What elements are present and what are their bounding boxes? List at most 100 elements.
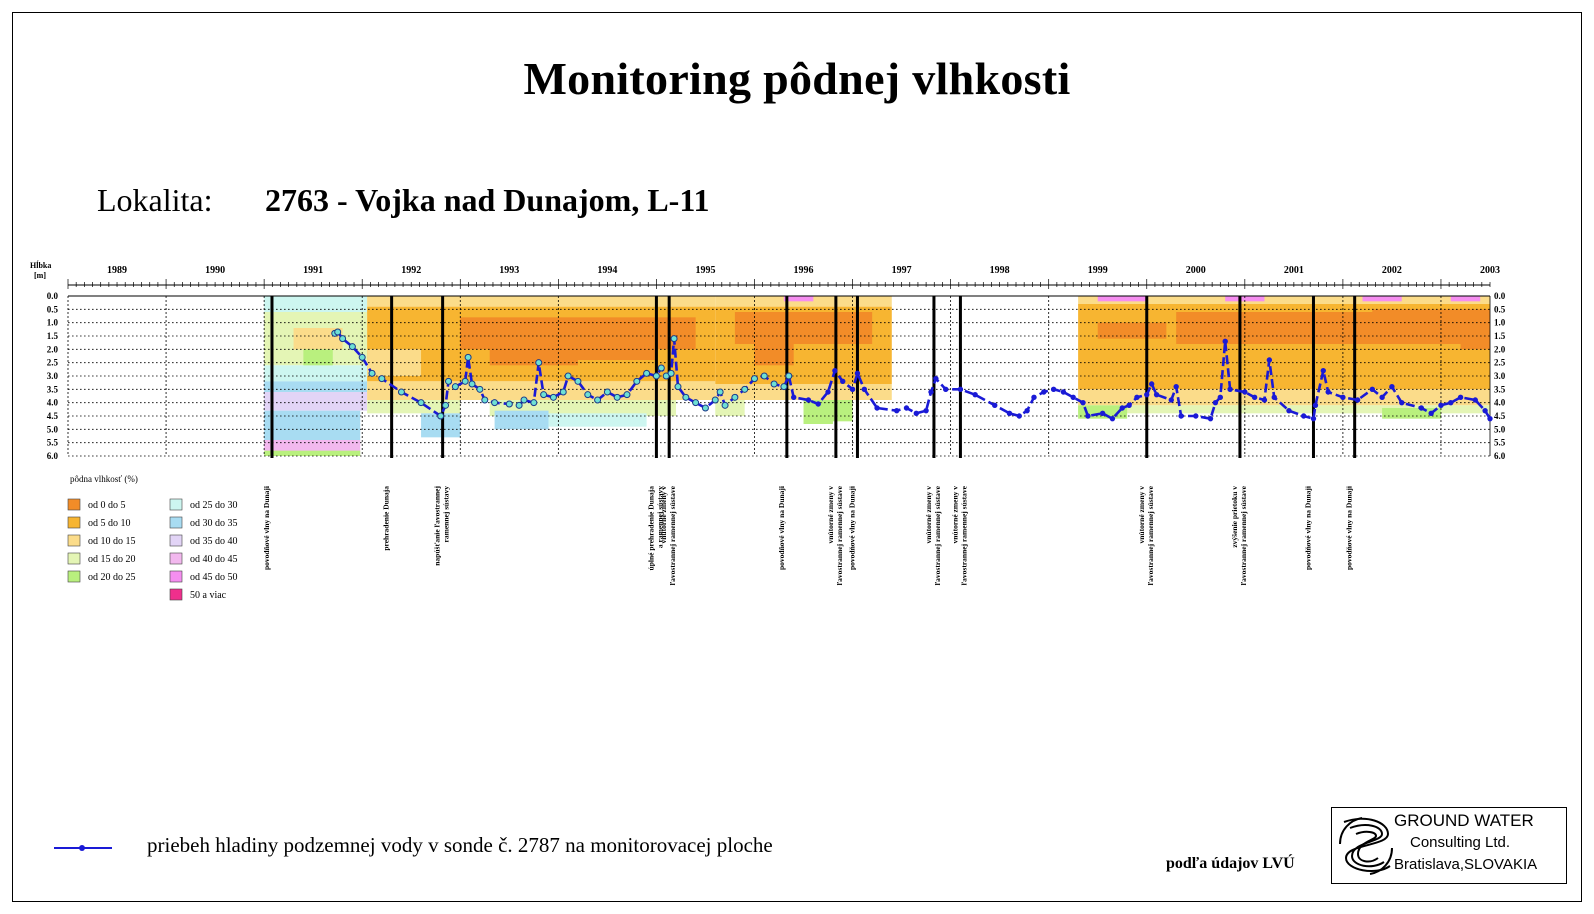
groundwater-point [957, 386, 964, 393]
legend-label: od 45 do 50 [190, 572, 238, 583]
legend-swatch [67, 570, 81, 583]
groundwater-point [750, 375, 758, 383]
groundwater-point [760, 372, 768, 380]
groundwater-point [657, 364, 665, 372]
groundwater-point [1266, 357, 1273, 363]
groundwater-point [933, 375, 939, 382]
groundwater-point [1261, 397, 1268, 403]
legend-swatch [169, 552, 183, 565]
moisture-band [264, 296, 368, 312]
moisture-band [803, 413, 833, 424]
depth-tick-label-left: 1.0 [47, 318, 59, 328]
moisture-band [1450, 296, 1481, 302]
groundwater-point [1399, 399, 1405, 406]
depth-tick-label-right: 4.0 [1494, 398, 1506, 408]
event-label: zvýšenie prietoku v [1230, 486, 1239, 548]
depth-gridlines [68, 295, 1490, 457]
depth-tick-label-right: 0.5 [1494, 304, 1506, 314]
moisture-band [264, 450, 361, 456]
event-label: a ramennej sústavy [655, 486, 664, 548]
event-label: napúšťanie ľavostrannej [433, 486, 442, 566]
moisture-legend: pôdna vlhkosť (%) od 0 do 5 od 5 do 10 od 1… [67, 474, 238, 601]
groundwater-point [1457, 394, 1464, 401]
depth-tick-label-left: 2.0 [47, 344, 59, 354]
event-label: prehradenie Dunaja [382, 486, 391, 551]
groundwater-point [613, 393, 621, 401]
groundwater-point [1312, 402, 1319, 409]
groundwater-point [1173, 383, 1179, 390]
depth-tick-label-right: 1.5 [1494, 331, 1506, 341]
groundwater-point [464, 353, 472, 361]
event-label: ľavostrannej ramennej sústave [1239, 485, 1248, 585]
groundwater-point [442, 401, 450, 409]
groundwater-point [943, 386, 949, 393]
groundwater-point [334, 328, 342, 336]
groundwater-point [1060, 389, 1067, 395]
groundwater-point [1050, 386, 1057, 393]
groundwater-point [1354, 397, 1361, 403]
moisture-band [264, 381, 368, 392]
event-label: ľavostrannej ramennej sústave [835, 485, 844, 585]
groundwater-point [437, 412, 445, 420]
year-label: 1991 [303, 265, 323, 276]
series-legend-marker [79, 845, 85, 851]
event-label: ramennej sústavy [442, 486, 451, 543]
groundwater-point [461, 377, 469, 385]
groundwater-point [805, 397, 812, 403]
event-label: vnútorné zmeny v [924, 486, 933, 544]
groundwater-point [476, 385, 484, 393]
depth-tick-label-left: 6.0 [47, 451, 59, 461]
event-label: vnútorné zmeny v [826, 486, 835, 544]
groundwater-point [701, 404, 709, 412]
depth-tick-label-left: 3.5 [47, 384, 59, 394]
year-label: 2000 [1186, 265, 1206, 276]
groundwater-series-label: priebeh hladiny podzemnej vody v sonde č… [147, 833, 773, 857]
groundwater-point [1418, 405, 1425, 411]
groundwater-point [559, 388, 567, 396]
groundwater-point [445, 377, 453, 385]
legend-swatch [67, 534, 81, 547]
depth-tick-label-right: 6.0 [1494, 451, 1506, 461]
legend-swatch [169, 570, 183, 583]
groundwater-point [711, 396, 719, 404]
groundwater-point [1109, 415, 1116, 422]
groundwater-point [1099, 410, 1106, 417]
moisture-band [1078, 296, 1490, 304]
groundwater-point [1031, 394, 1037, 401]
moisture-band [1362, 296, 1402, 302]
depth-axis-unit: [m] [34, 271, 46, 280]
moisture-band [494, 410, 549, 430]
event-label: povodňové vlny na Dunaji [847, 486, 856, 570]
groundwater-point [1126, 402, 1132, 409]
depth-tick-label-left: 4.5 [47, 411, 59, 421]
groundwater-point [1080, 399, 1086, 406]
event-label: povodňové vlny na Dunaji [262, 486, 271, 570]
year-label: 1998 [990, 265, 1010, 276]
legend-swatch [67, 552, 81, 565]
legend-label: od 5 do 10 [88, 518, 131, 529]
moisture-band [783, 296, 814, 302]
legend-label: od 20 do 25 [88, 572, 136, 583]
groundwater-point [1428, 410, 1434, 417]
groundwater-point [1119, 405, 1125, 411]
groundwater-point [928, 389, 934, 395]
logo-mark-icon [1339, 817, 1393, 875]
groundwater-point [1006, 410, 1013, 417]
groundwater-point [1482, 407, 1488, 414]
event-label: úplné prehradenie Dunaja [646, 486, 655, 571]
groundwater-point [741, 385, 749, 393]
groundwater-point [564, 372, 572, 380]
depth-tick-label-right: 2.5 [1494, 358, 1506, 368]
event-label: vnútorné zmeny v [950, 486, 959, 544]
moisture-band [1225, 296, 1265, 302]
year-label: 1995 [695, 265, 715, 276]
logo-line-2: Consulting Ltd. [1410, 834, 1511, 851]
groundwater-point [378, 375, 386, 383]
groundwater-point [1153, 391, 1160, 398]
event-label: povodňové vlny na Dunaji [1303, 486, 1312, 570]
logo-line-3: Bratislava,SLOVAKIA [1394, 856, 1538, 873]
event-label: ľavostrannej ramennej sústave [1146, 485, 1155, 585]
groundwater-point [652, 372, 660, 380]
legend-label: od 15 do 20 [88, 554, 136, 565]
